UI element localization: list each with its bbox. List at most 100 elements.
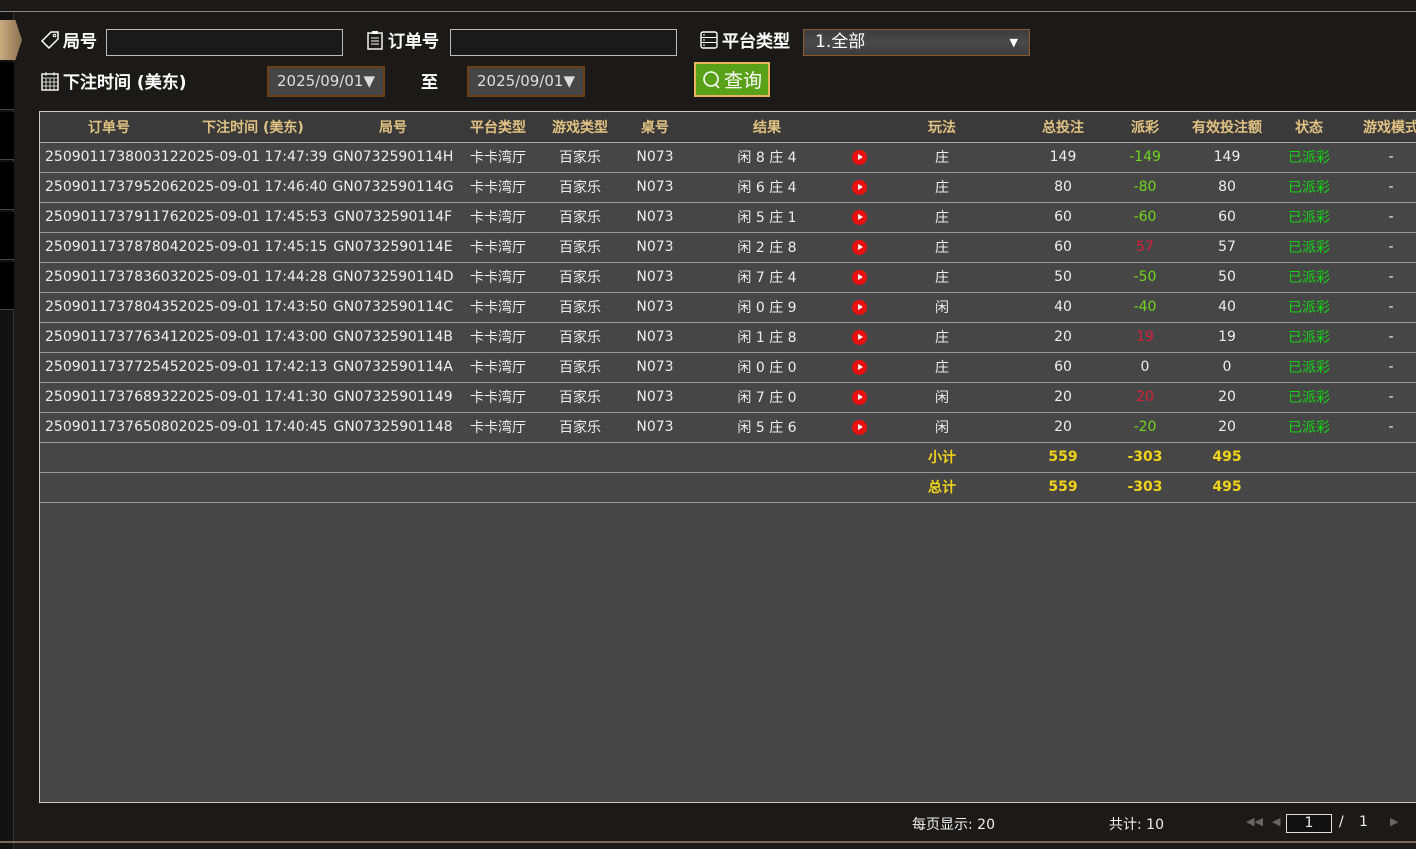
result: 闲 5 庄 6 <box>688 412 846 443</box>
play-video-icon[interactable] <box>852 329 867 345</box>
play-video-icon[interactable] <box>852 389 867 405</box>
result: 闲 6 庄 4 <box>688 172 846 203</box>
table-no: N073 <box>622 382 688 413</box>
table-no: N073 <box>622 352 688 383</box>
table-no: N073 <box>622 292 688 323</box>
tag-icon <box>40 30 59 49</box>
date-to-picker[interactable]: 2025/09/01▼ <box>467 66 585 97</box>
next-page-icon[interactable]: ▶ <box>1390 815 1399 828</box>
replay-cell[interactable] <box>846 292 873 323</box>
bet-time: 2025-09-01 17:46:40 <box>178 172 328 203</box>
bet-time: 2025-09-01 17:45:15 <box>178 232 328 263</box>
page-input[interactable]: 1 <box>1286 814 1332 833</box>
valid-bet: 50 <box>1175 262 1279 293</box>
order-label: 订单号 <box>365 27 439 52</box>
replay-cell[interactable] <box>846 202 873 233</box>
play-video-icon[interactable] <box>852 239 867 255</box>
order-input[interactable] <box>450 29 677 56</box>
column-header: 玩法 <box>873 112 1011 143</box>
play-video-icon[interactable] <box>852 419 867 435</box>
table-no: N073 <box>622 142 688 173</box>
order-id: 250901173765080 <box>40 412 178 443</box>
payout: -60 <box>1115 202 1175 233</box>
date-from-picker[interactable]: 2025/09/01▼ <box>267 66 385 97</box>
play-video-icon[interactable] <box>852 299 867 315</box>
order-id: 250901173795206 <box>40 172 178 203</box>
replay-cell[interactable] <box>846 412 873 443</box>
prev-page-icon[interactable]: ◀ <box>1272 815 1281 828</box>
bet-time: 2025-09-01 17:43:00 <box>178 322 328 353</box>
play-video-icon[interactable] <box>852 269 867 285</box>
column-header: 平台类型 <box>458 112 538 143</box>
payout: -50 <box>1115 262 1175 293</box>
total-bet: 20 <box>1011 322 1115 353</box>
table-row: 250901173780435 2025-09-01 17:43:50 GN0732… <box>40 292 1416 323</box>
result: 闲 0 庄 9 <box>688 292 846 323</box>
table-row: 250901173800312 2025-09-01 17:47:39 GN0732… <box>40 142 1416 173</box>
column-header: 有效投注额 <box>1175 112 1279 143</box>
valid-bet: 149 <box>1175 142 1279 173</box>
bet-time: 2025-09-01 17:44:28 <box>178 262 328 293</box>
total-bet: 20 <box>1011 382 1115 413</box>
bottom-divider <box>0 841 1416 843</box>
bet-type: 闲 <box>873 412 1011 443</box>
platform: 卡卡湾厅 <box>458 322 538 353</box>
sidebar-item[interactable] <box>0 162 14 210</box>
platform-select[interactable]: 1.全部 ▼ <box>803 29 1030 56</box>
table-header: 订单号 下注时间 (美东) 局号 平台类型 游戏类型 桌号 结果 玩法 总投注 派彩 有效投注额 状态… <box>40 112 1416 143</box>
replay-cell[interactable] <box>846 232 873 263</box>
round-id: GN0732590114F <box>328 202 458 233</box>
column-header: 结果 <box>688 112 846 143</box>
play-video-icon[interactable] <box>852 209 867 225</box>
table-row: 250901173776341 2025-09-01 17:43:00 GN0732… <box>40 322 1416 353</box>
empty-cell <box>328 472 458 503</box>
sidebar-item[interactable] <box>0 262 14 310</box>
query-button[interactable]: 查询 <box>694 62 770 97</box>
first-page-icon[interactable]: ◀◀ <box>1246 815 1263 828</box>
result: 闲 7 庄 4 <box>688 262 846 293</box>
result: 闲 5 庄 1 <box>688 202 846 233</box>
play-video-icon[interactable] <box>852 149 867 165</box>
play-video-icon[interactable] <box>852 179 867 195</box>
table-no: N073 <box>622 172 688 203</box>
bet-time: 2025-09-01 17:45:53 <box>178 202 328 233</box>
replay-cell[interactable] <box>846 262 873 293</box>
total-bet: 60 <box>1011 202 1115 233</box>
platform-label: 平台类型 <box>699 27 790 52</box>
status: 已派彩 <box>1279 382 1339 413</box>
payout: 57 <box>1115 232 1175 263</box>
replay-cell[interactable] <box>846 142 873 173</box>
empty-cell <box>458 442 538 473</box>
play-video-icon[interactable] <box>852 359 867 375</box>
bet-type: 庄 <box>873 262 1011 293</box>
sidebar-item[interactable] <box>0 112 14 160</box>
column-header: 派彩 <box>1115 112 1175 143</box>
round-id: GN07325901149 <box>328 382 458 413</box>
date-to-value: 2025/09/01 <box>476 72 564 90</box>
date-from-value: 2025/09/01 <box>276 72 364 90</box>
page-separator: / <box>1339 814 1344 830</box>
bet-time: 2025-09-01 17:42:13 <box>178 352 328 383</box>
game-mode: - <box>1339 202 1416 233</box>
subtotal-payout: -303 <box>1115 442 1175 473</box>
status: 已派彩 <box>1279 292 1339 323</box>
round-id: GN0732590114E <box>328 232 458 263</box>
table-row: 250901173765080 2025-09-01 17:40:45 GN0732… <box>40 412 1416 443</box>
replay-cell[interactable] <box>846 172 873 203</box>
round-input[interactable] <box>106 29 343 56</box>
sidebar-active-tab[interactable] <box>0 20 22 60</box>
column-header: 订单号 <box>40 112 178 143</box>
replay-cell[interactable] <box>846 352 873 383</box>
replay-cell[interactable] <box>846 382 873 413</box>
platform: 卡卡湾厅 <box>458 292 538 323</box>
game-type: 百家乐 <box>538 322 622 353</box>
game-mode: - <box>1339 172 1416 203</box>
empty-cell <box>538 442 622 473</box>
empty-cell <box>622 442 688 473</box>
sidebar-item[interactable] <box>0 212 14 260</box>
sidebar-item[interactable] <box>0 62 14 110</box>
replay-cell[interactable] <box>846 322 873 353</box>
game-type: 百家乐 <box>538 232 622 263</box>
server-icon <box>700 30 718 49</box>
column-header: 游戏类型 <box>538 112 622 143</box>
